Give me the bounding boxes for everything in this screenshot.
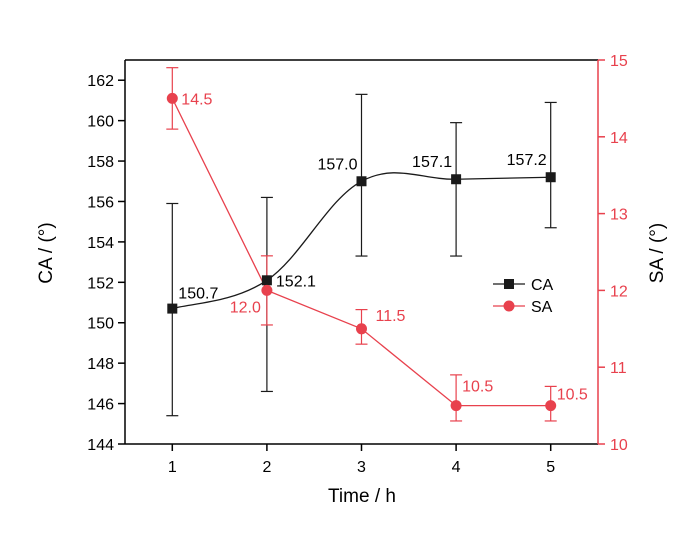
- sa-marker: [545, 400, 557, 412]
- y-left-tick-label: 148: [87, 356, 114, 373]
- x-tick-label: 1: [168, 459, 177, 476]
- legend-sa-label: SA: [531, 299, 553, 316]
- y-left-tick-label: 154: [87, 235, 114, 252]
- legend: CA SA: [493, 277, 554, 316]
- ca-data-label: 157.0: [317, 156, 357, 173]
- x-tick-label: 2: [262, 459, 271, 476]
- y-left-tick-label: 146: [87, 397, 114, 414]
- sa-data-label: 10.5: [557, 387, 588, 404]
- sa-marker: [356, 323, 367, 335]
- data-labels: 150.7 152.1 157.0 157.1 157.2 14.5 12.0 11.5 10.…: [178, 91, 588, 403]
- x-tick-label: 5: [546, 459, 555, 476]
- y-axis-right-title: SA / (°): [647, 223, 668, 283]
- legend-ca-marker: [504, 279, 514, 289]
- x-tick-label: 4: [452, 459, 461, 476]
- y-left-tick-label: 144: [87, 437, 114, 454]
- y-left-tick-label: 150: [87, 316, 114, 333]
- y-left-tick-label: 156: [87, 194, 114, 211]
- y-right-tick-label: 12: [610, 283, 628, 300]
- sa-marker: [166, 92, 178, 104]
- x-tick-label: 3: [357, 459, 366, 476]
- y-left-tick-label: 160: [87, 114, 114, 131]
- ca-marker: [356, 176, 367, 187]
- y-left-tick-label: 158: [87, 154, 114, 171]
- axes: [124, 59, 599, 445]
- ca-data-label: 157.1: [412, 154, 452, 171]
- y-right-tick-label: 11: [610, 360, 627, 377]
- legend-ca-label: CA: [531, 277, 554, 294]
- ca-marker: [167, 303, 178, 314]
- sa-data-label: 14.5: [181, 91, 212, 108]
- sa-data-label: 11.5: [376, 308, 406, 325]
- sa-data-label: 10.5: [462, 379, 493, 396]
- sa-data-label: 12.0: [230, 299, 261, 316]
- y-left-tick-label: 152: [87, 275, 114, 292]
- ca-data-label: 157.2: [507, 152, 547, 169]
- ca-data-label: 150.7: [178, 286, 218, 303]
- y-right-tick-label: 13: [610, 207, 628, 224]
- ca-marker: [261, 275, 272, 286]
- x-axis-title: Time / h: [328, 486, 396, 507]
- legend-sa-marker: [503, 300, 515, 312]
- ca-data-label: 152.1: [276, 273, 316, 290]
- y-right-tick-label: 15: [610, 53, 628, 70]
- y-axis-left-title: CA / (°): [36, 222, 57, 283]
- series-markers: [166, 92, 557, 412]
- ca-marker: [451, 174, 462, 185]
- error-bars: [166, 67, 557, 422]
- sa-marker: [450, 400, 462, 412]
- y-left-tick-label: 162: [87, 73, 114, 90]
- ca-marker: [545, 172, 556, 183]
- ticks: 1 2 3 4 514414614815015215415615816016210111…: [87, 53, 628, 476]
- y-right-tick-label: 10: [610, 437, 628, 454]
- sa-marker: [261, 284, 273, 296]
- y-right-tick-label: 14: [610, 130, 628, 147]
